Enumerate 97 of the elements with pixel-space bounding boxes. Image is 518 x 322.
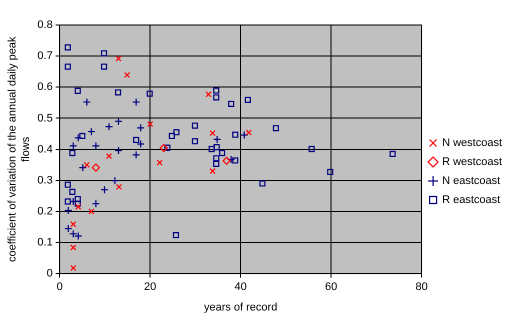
point — [70, 264, 76, 272]
point — [74, 134, 82, 142]
point — [116, 184, 122, 190]
y-tick-label: 0.8 — [37, 19, 53, 32]
point — [115, 55, 122, 62]
point — [132, 98, 140, 106]
point — [69, 197, 78, 206]
point — [84, 162, 90, 168]
x-tick-label: 60 — [324, 281, 338, 294]
point — [192, 138, 198, 144]
point — [64, 198, 71, 205]
point — [164, 144, 170, 151]
point — [114, 117, 123, 126]
point — [69, 150, 76, 156]
point — [78, 164, 87, 172]
x-tick-label: 40 — [234, 281, 247, 294]
point — [213, 155, 220, 162]
y-tick-label: 0.3 — [37, 174, 53, 186]
point — [106, 153, 112, 160]
point — [213, 94, 220, 100]
point — [227, 155, 236, 164]
point — [232, 132, 238, 138]
point — [100, 64, 108, 70]
point — [168, 132, 175, 140]
point — [92, 142, 100, 150]
point — [114, 89, 122, 96]
point — [70, 221, 76, 228]
x-tick-label: 80 — [415, 281, 428, 294]
point — [213, 87, 220, 94]
point — [308, 146, 315, 152]
point — [92, 164, 100, 172]
legend-label: N westcoast — [442, 137, 502, 150]
point — [133, 136, 140, 144]
point — [160, 144, 168, 152]
point — [205, 91, 212, 98]
y-tick-label: 0.7 — [37, 50, 53, 62]
point — [70, 244, 76, 251]
point — [100, 50, 108, 56]
point — [69, 188, 76, 195]
point — [74, 196, 81, 202]
point — [64, 64, 71, 70]
point — [64, 182, 71, 188]
point — [100, 186, 109, 194]
point — [213, 160, 220, 167]
point — [136, 140, 145, 148]
y-tick-label: 0.2 — [37, 205, 53, 218]
point — [173, 129, 180, 136]
point — [214, 144, 220, 150]
point — [124, 72, 130, 78]
point — [74, 200, 81, 207]
point — [87, 127, 96, 136]
point — [64, 44, 71, 50]
y-tick-label: 0.4 — [37, 143, 53, 156]
point — [210, 130, 216, 136]
point — [136, 124, 145, 132]
point — [240, 130, 248, 140]
point — [222, 156, 231, 165]
x-tick-label: 0 — [56, 281, 63, 294]
point — [79, 132, 86, 140]
y-tick-label: 0.5 — [37, 112, 53, 124]
point — [64, 206, 72, 215]
point — [232, 157, 238, 164]
point — [75, 204, 82, 210]
point — [92, 200, 100, 208]
point — [192, 122, 198, 129]
point — [69, 142, 78, 150]
x-tick-label: 20 — [144, 281, 156, 294]
point — [74, 88, 81, 94]
point — [110, 176, 119, 185]
point — [259, 180, 266, 187]
point — [390, 150, 396, 158]
point — [147, 121, 154, 128]
legend-label: N eastcoast — [442, 175, 500, 188]
point — [88, 208, 94, 215]
point — [213, 135, 222, 144]
y-axis-title: coefficient of variation of the annual daily peak flows — [6, 36, 32, 262]
y-tick-label: 0 — [46, 268, 53, 280]
point — [246, 129, 252, 136]
point — [114, 146, 123, 155]
point — [146, 90, 153, 97]
point — [82, 98, 91, 106]
y-tick-label: 0.6 — [37, 81, 53, 94]
legend-label: R westcoast — [442, 156, 502, 168]
point — [327, 168, 334, 176]
point — [172, 232, 180, 238]
y-tick-label: 0.1 — [37, 236, 53, 249]
point — [156, 160, 163, 166]
point — [210, 168, 216, 174]
point — [132, 150, 140, 159]
point — [208, 146, 215, 152]
point — [104, 122, 114, 131]
point — [219, 150, 226, 156]
x-axis-title: years of record — [204, 301, 278, 314]
point — [228, 100, 234, 108]
point — [244, 96, 251, 103]
legend-label: R eastcoast — [442, 194, 500, 206]
point — [272, 125, 279, 132]
